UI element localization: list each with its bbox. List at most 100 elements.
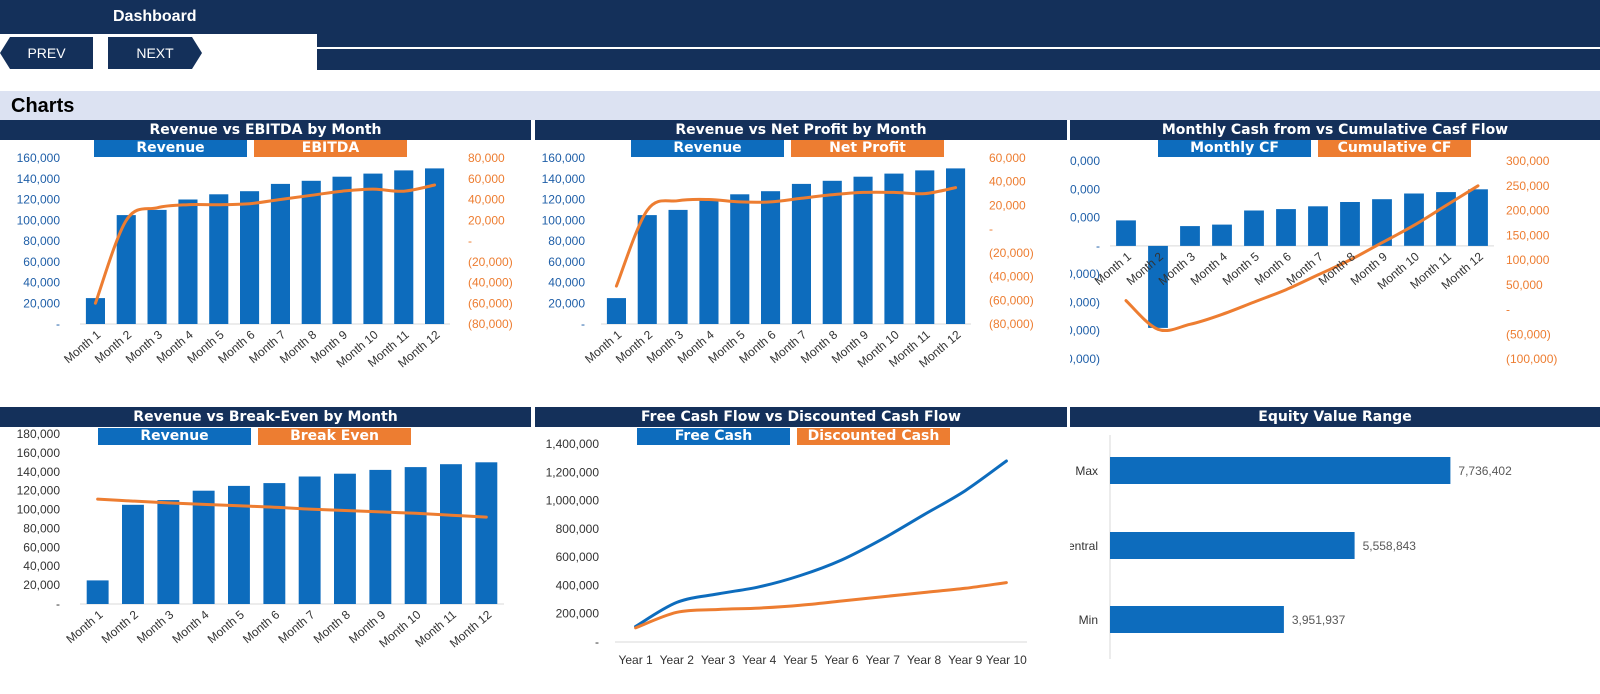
x-axis-tick-label: Month 7 [275,607,317,646]
y-axis-tick-label: 140,000 [17,172,61,186]
chart-panel-equity: Equity Value Range Max 7,736,402 Central 5,… [1070,407,1600,694]
bar [853,176,873,324]
y2-axis-tick-label: - [1506,303,1510,317]
bar [822,180,842,324]
bar [1436,192,1456,246]
y2-axis-tick-label: 250,000 [1506,179,1550,193]
bar [228,485,250,604]
x-axis-tick-label: Year 9 [948,653,983,667]
y-axis-tick-label: 40,000 [548,276,585,290]
prev-button[interactable]: PREV [0,37,93,69]
legend-revenue: Revenue [94,140,247,157]
legend-cumulative-cf: Cumulative CF [1318,140,1471,157]
bar [668,209,688,324]
y-axis-tick-label: 80,000 [548,234,585,248]
x-axis-tick-label: Year 2 [660,653,695,667]
bar [1148,245,1168,328]
series-line [634,581,1008,630]
y-axis-tick-label: - [581,317,585,331]
revenue-breakeven-chart: - 20,000 40,000 60,000 80,000 100,000 120,000 1… [17,427,504,650]
y2-axis-tick-label: - [989,222,993,236]
fcf-dcf-chart: - 200,000 400,000 600,000 800,000 1,000,000 1,… [546,437,1028,667]
y-axis-tick-label: (60,000) [1070,324,1100,338]
y-axis-tick-label: 400,000 [556,578,600,592]
y-axis-tick-label: 100,000 [542,213,586,227]
x-axis-tick-label: Year 3 [701,653,736,667]
y2-axis-tick-label: 80,000 [468,151,505,165]
revenue-netprofit-chart: - 20,000 40,000 60,000 80,000 100,000 120,000 1… [542,151,1034,370]
bar [263,483,286,604]
section-band [0,91,1600,120]
legend-revenue: Revenue [98,428,251,445]
legend-ebitda: EBITDA [254,140,407,157]
bar [1110,532,1355,559]
y-axis-tick-label: 60,000 [23,540,60,554]
y-axis-tick-label: 60,000 [1070,154,1100,168]
y-axis-tick-label: 40,000 [23,276,60,290]
x-axis-tick-label: Month 1 [63,607,105,646]
x-axis-tick-label: Year 6 [824,653,859,667]
bar [1308,206,1328,246]
bar [730,194,750,324]
x-axis-tick-label: Year 1 [618,653,653,667]
chart-title: Revenue vs Break-Even by Month [0,407,531,427]
bar [369,469,392,604]
bar [1110,606,1284,633]
next-button[interactable]: NEXT [108,37,202,69]
nav-row-right [317,34,1600,70]
y2-axis-tick-label: 200,000 [1506,204,1550,218]
bar [301,180,321,324]
category-label: Min [1079,613,1098,627]
bar [761,191,781,324]
y2-axis-tick-label: 300,000 [1506,154,1550,168]
legend-free-cash: Free Cash [637,428,790,445]
bar [332,176,352,324]
bar [270,183,290,324]
y-axis-tick-label: - [56,597,60,611]
bar [86,580,109,604]
bar [298,476,321,604]
bar [440,464,462,604]
bar [209,194,229,324]
y-axis-tick-label: 1,000,000 [546,494,600,508]
bar [334,473,356,604]
series-line [614,186,958,288]
x-axis-tick-label: Month 4 [169,607,211,646]
chart-panel-fcf-dcf: Free Cash Flow vs Discounted Cash Flow F… [535,407,1067,694]
y2-axis-tick-label: (60,000) [989,293,1034,307]
chart-title: Equity Value Range [1070,407,1600,427]
y-axis-tick-label: 800,000 [556,522,600,536]
category-label: Central [1070,539,1098,553]
legend-net-profit: Net Profit [791,140,944,157]
bar [1468,189,1488,246]
data-label: 3,951,937 [1292,613,1346,627]
bar [85,298,105,324]
bar [425,168,445,324]
bar [606,298,626,324]
y-axis-tick-label: 1,200,000 [546,465,600,479]
y-axis-tick-label: 120,000 [17,484,61,498]
y-axis-tick-label: 40,000 [1070,182,1100,196]
y-axis-tick-label: 160,000 [17,446,61,460]
y-axis-tick-label: - [1096,239,1100,253]
y-axis-tick-label: 160,000 [17,151,61,165]
bar [1372,199,1392,246]
bar [363,173,383,324]
x-axis-tick-label: Month 6 [240,607,282,646]
y-axis-tick-label: 60,000 [548,255,585,269]
bar [157,500,180,604]
y-axis-tick-label: 200,000 [556,607,600,621]
page-title: Dashboard [113,8,197,25]
chart-title: Revenue vs EBITDA by Month [0,120,531,140]
y2-axis-tick-label: (40,000) [989,270,1034,284]
series-line [96,497,488,519]
chart-title: Revenue vs Net Profit by Month [535,120,1067,140]
y2-axis-tick-label: (80,000) [989,317,1034,331]
y2-axis-tick-label: (80,000) [468,317,513,331]
y2-axis-tick-label: (20,000) [468,255,513,269]
chart-panel-revenue-breakeven: Revenue vs Break-Even by Month Revenue B… [0,407,531,694]
legend-revenue: Revenue [631,140,784,157]
x-axis-tick-label: Year 8 [907,653,942,667]
y-axis-tick-label: 20,000 [23,296,60,310]
top-header-bar [0,0,1600,34]
